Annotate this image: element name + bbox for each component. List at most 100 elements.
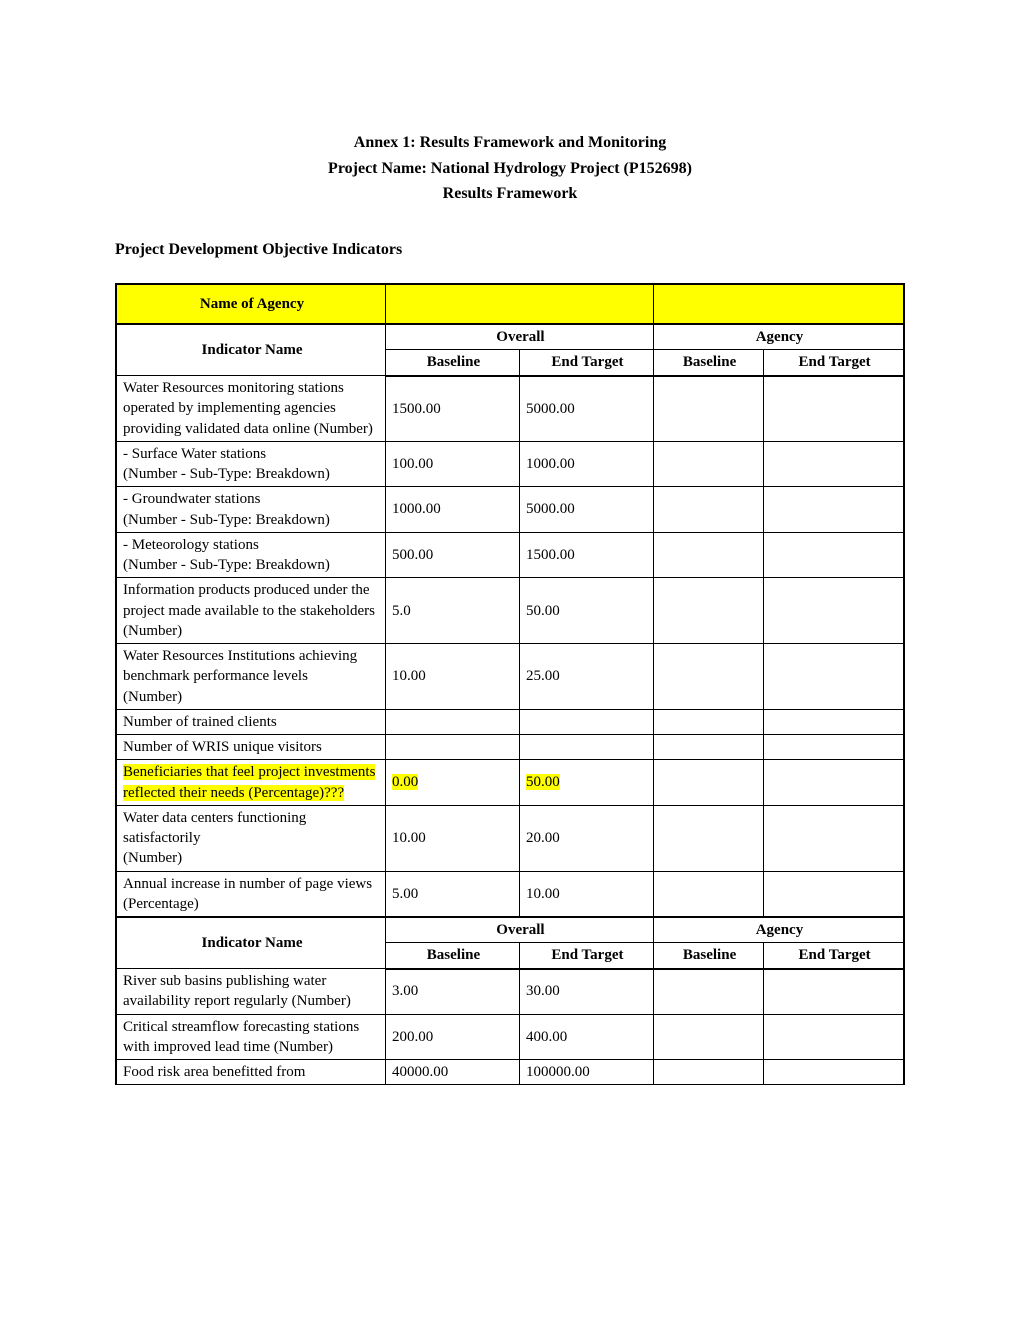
overall-endtarget-cell: 1000.00	[519, 441, 653, 487]
overall-baseline-cell	[386, 735, 520, 760]
header-blank-agency	[653, 284, 904, 324]
table-row: Water Resources Institutions achieving b…	[116, 644, 904, 710]
agency-endtarget-cell	[764, 578, 904, 644]
overall-baseline-cell: 1000.00	[386, 487, 520, 533]
overall-endtarget-cell: 10.00	[519, 871, 653, 917]
agency-baseline-cell	[653, 441, 763, 487]
overall-baseline-cell: 10.00	[386, 805, 520, 871]
table-row: - Meteorology stations(Number - Sub-Type…	[116, 532, 904, 578]
table-row: Annual increase in number of page views(…	[116, 871, 904, 917]
indicator-name-cell: - Groundwater stations(Number - Sub-Type…	[116, 487, 386, 533]
table-row: - Surface Water stations(Number - Sub-Ty…	[116, 441, 904, 487]
agency-endtarget-cell	[764, 805, 904, 871]
indicator-name-cell: Number of WRIS unique visitors	[116, 735, 386, 760]
agency-endtarget-cell	[764, 1060, 904, 1085]
title-line-1: Annex 1: Results Framework and Monitorin…	[115, 130, 905, 156]
indicator-name-cell: Beneficiaries that feel project investme…	[116, 760, 386, 806]
overall-baseline-cell: 1500.00	[386, 376, 520, 442]
header-agency-baseline-2: Baseline	[653, 943, 763, 969]
overall-endtarget-cell: 20.00	[519, 805, 653, 871]
table-row: Food risk area benefitted from40000.0010…	[116, 1060, 904, 1085]
agency-endtarget-cell	[764, 532, 904, 578]
table-row: - Groundwater stations(Number - Sub-Type…	[116, 487, 904, 533]
table-row: Water Resources monitoring stations oper…	[116, 376, 904, 442]
agency-baseline-cell	[653, 709, 763, 734]
header-agency-endtarget: End Target	[764, 350, 904, 376]
table-row: Information products produced under the …	[116, 578, 904, 644]
indicator-name-cell: Annual increase in number of page views(…	[116, 871, 386, 917]
indicators-table: Name of AgencyIndicator NameOverallAgenc…	[115, 283, 905, 1086]
agency-endtarget-cell	[764, 644, 904, 710]
indicator-name-cell: Water Resources monitoring stations oper…	[116, 376, 386, 442]
header-agency-baseline: Baseline	[653, 350, 763, 376]
overall-baseline-cell: 5.00	[386, 871, 520, 917]
overall-baseline-cell	[386, 709, 520, 734]
header-row-groups-2: Indicator NameOverallAgency	[116, 917, 904, 943]
header-row-groups: Indicator NameOverallAgency	[116, 324, 904, 350]
overall-endtarget-cell	[519, 735, 653, 760]
overall-endtarget-cell: 400.00	[519, 1014, 653, 1060]
agency-baseline-cell	[653, 871, 763, 917]
overall-endtarget-cell: 30.00	[519, 969, 653, 1015]
page: Annex 1: Results Framework and Monitorin…	[0, 0, 1020, 1320]
overall-baseline-cell: 5.0	[386, 578, 520, 644]
indicator-name-cell: Water data centers functioning satisfact…	[116, 805, 386, 871]
table-row: River sub basins publishing water availa…	[116, 969, 904, 1015]
overall-endtarget-cell: 50.00	[519, 578, 653, 644]
table-row: Critical streamflow forecasting stations…	[116, 1014, 904, 1060]
agency-endtarget-cell	[764, 376, 904, 442]
indicator-name-cell: Information products produced under the …	[116, 578, 386, 644]
agency-baseline-cell	[653, 1014, 763, 1060]
header-overall-endtarget: End Target	[519, 350, 653, 376]
agency-endtarget-cell	[764, 760, 904, 806]
overall-endtarget-cell: 5000.00	[519, 376, 653, 442]
agency-endtarget-cell	[764, 871, 904, 917]
agency-baseline-cell	[653, 487, 763, 533]
header-agency: Agency	[653, 324, 904, 350]
agency-baseline-cell	[653, 760, 763, 806]
indicator-name-cell: River sub basins publishing water availa…	[116, 969, 386, 1015]
header-indicator-name: Indicator Name	[116, 324, 386, 376]
table-row: Water data centers functioning satisfact…	[116, 805, 904, 871]
table-row: Number of WRIS unique visitors	[116, 735, 904, 760]
overall-baseline-cell: 40000.00	[386, 1060, 520, 1085]
agency-baseline-cell	[653, 969, 763, 1015]
overall-endtarget-cell	[519, 709, 653, 734]
overall-endtarget-cell: 25.00	[519, 644, 653, 710]
agency-baseline-cell	[653, 578, 763, 644]
overall-endtarget-cell: 1500.00	[519, 532, 653, 578]
document-titles: Annex 1: Results Framework and Monitorin…	[115, 130, 905, 207]
indicator-name-cell: Critical streamflow forecasting stations…	[116, 1014, 386, 1060]
agency-baseline-cell	[653, 532, 763, 578]
header-indicator-name-2: Indicator Name	[116, 917, 386, 969]
header-agency-2: Agency	[653, 917, 904, 943]
agency-baseline-cell	[653, 644, 763, 710]
agency-baseline-cell	[653, 376, 763, 442]
overall-baseline-cell: 10.00	[386, 644, 520, 710]
header-overall-endtarget-2: End Target	[519, 943, 653, 969]
agency-baseline-cell	[653, 805, 763, 871]
table-row: Beneficiaries that feel project investme…	[116, 760, 904, 806]
header-name-of-agency: Name of Agency	[116, 284, 386, 324]
agency-endtarget-cell	[764, 969, 904, 1015]
indicator-name-cell: Number of trained clients	[116, 709, 386, 734]
overall-endtarget-cell: 50.00	[519, 760, 653, 806]
table-row: Number of trained clients	[116, 709, 904, 734]
header-overall: Overall	[386, 324, 654, 350]
agency-baseline-cell	[653, 735, 763, 760]
indicator-name-cell: Food risk area benefitted from	[116, 1060, 386, 1085]
header-overall-baseline-2: Baseline	[386, 943, 520, 969]
section-heading: Project Development Objective Indicators	[115, 241, 905, 259]
agency-endtarget-cell	[764, 709, 904, 734]
overall-baseline-cell: 500.00	[386, 532, 520, 578]
header-agency-endtarget-2: End Target	[764, 943, 904, 969]
overall-baseline-cell: 0.00	[386, 760, 520, 806]
title-line-2: Project Name: National Hydrology Project…	[115, 156, 905, 182]
header-overall-2: Overall	[386, 917, 654, 943]
indicator-name-cell: - Meteorology stations(Number - Sub-Type…	[116, 532, 386, 578]
overall-baseline-cell: 100.00	[386, 441, 520, 487]
overall-baseline-cell: 200.00	[386, 1014, 520, 1060]
agency-endtarget-cell	[764, 735, 904, 760]
header-overall-baseline: Baseline	[386, 350, 520, 376]
agency-endtarget-cell	[764, 441, 904, 487]
